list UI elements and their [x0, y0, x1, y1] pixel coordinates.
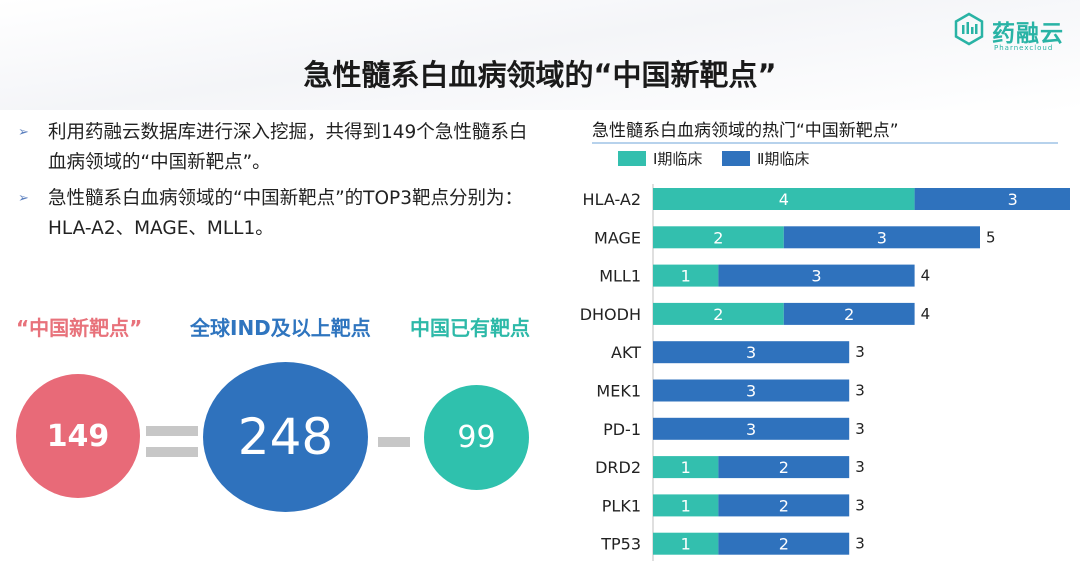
- arrow-bullet-icon: ➢: [18, 191, 29, 206]
- bar-mll1-series2: [718, 264, 915, 287]
- data-label-tp53-series1: 1: [681, 535, 691, 554]
- data-label-akt-series2: 3: [746, 343, 756, 362]
- data-label-pd-1-series2: 3: [746, 420, 756, 439]
- circle-china-existing-targets: 99: [424, 385, 529, 490]
- data-label-mage-series2: 3: [877, 228, 887, 247]
- data-label-dhodh-series1: 2: [713, 305, 723, 324]
- bullet-list: ➢ 利用药融云数据库进行深入挖掘，共得到149个急性髓系白血病领域的“中国新靶点…: [18, 118, 538, 250]
- tick-label-mage: MAGE: [594, 228, 641, 247]
- bar-hla-a2-series1: [653, 188, 915, 210]
- total-label-mage: 5: [986, 228, 996, 246]
- bar-mage-series1: [653, 226, 784, 249]
- tick-label-pd-1: PD-1: [603, 420, 641, 439]
- tick-label-hla-a2: HLA-A2: [583, 190, 641, 209]
- bar-drd2-series1: [653, 456, 719, 479]
- data-label-dhodh-series2: 2: [844, 305, 854, 324]
- data-label-mage-series1: 2: [713, 228, 723, 247]
- bullet-item: ➢ 利用药融云数据库进行深入挖掘，共得到149个急性髓系白血病领域的“中国新靶点…: [18, 118, 538, 178]
- total-label-akt: 3: [855, 343, 865, 361]
- total-label-pd-1: 3: [855, 420, 865, 438]
- tick-label-mek1: MEK1: [596, 382, 641, 401]
- legend-swatch-1: [618, 151, 646, 166]
- bar-mek1-series2: [653, 379, 850, 402]
- data-label-tp53-series2: 2: [779, 535, 789, 554]
- bar-plk1-series1: [653, 494, 719, 517]
- total-label-dhodh: 4: [921, 305, 931, 323]
- tick-label-drd2: DRD2: [595, 458, 641, 477]
- legend-label-2: Ⅱ期临床: [757, 150, 809, 168]
- total-label-plk1: 3: [855, 496, 865, 514]
- bar-tp53-series2: [718, 532, 850, 555]
- bar-plk1-series2: [718, 494, 850, 517]
- label-china-new-targets: “中国新靶点”: [16, 316, 143, 340]
- legend-swatch-2: [722, 151, 750, 166]
- bullet-text: 利用药融云数据库进行深入挖掘，共得到149个急性髓系白血病领域的“中国新靶点”。: [48, 122, 528, 173]
- bar-dhodh-series1: [653, 302, 784, 325]
- data-label-drd2-series1: 1: [681, 458, 691, 477]
- tick-label-dhodh: DHODH: [580, 305, 641, 324]
- bar-mll1-series1: [653, 264, 719, 287]
- circle-global-ind-targets: 248: [203, 362, 368, 512]
- logo-mark-icon: [954, 12, 984, 46]
- bar-drd2-series2: [718, 456, 850, 479]
- data-label-drd2-series2: 2: [779, 458, 789, 477]
- data-label-mek1-series2: 3: [746, 382, 756, 401]
- data-label-plk1-series2: 2: [779, 496, 789, 515]
- chart-title: 急性髓系白血病领域的热门“中国新靶点”: [592, 121, 899, 141]
- logo: 药融云 Pharnexcloud: [952, 10, 1077, 58]
- bar-pd-1-series2: [653, 417, 850, 440]
- bar-dhodh-series2: [783, 302, 915, 325]
- logo-text: 药融云: [992, 21, 1064, 47]
- bar-hla-a2-series2: [914, 188, 1070, 210]
- equals-sign-bottom: [146, 447, 198, 457]
- label-global-ind-targets: 全球IND及以上靶点: [190, 316, 371, 340]
- legend-label-1: Ⅰ期临床: [653, 150, 702, 168]
- tick-label-tp53: TP53: [600, 535, 641, 554]
- equals-sign-top: [146, 426, 198, 436]
- total-label-mek1: 3: [855, 382, 865, 400]
- header-background: [0, 0, 1080, 110]
- tick-label-mll1: MLL1: [599, 267, 641, 286]
- total-label-drd2: 3: [855, 458, 865, 476]
- logo-subtitle: Pharnexcloud: [994, 44, 1054, 52]
- minus-sign: [378, 437, 410, 447]
- data-label-hla-a2-series1: 4: [779, 190, 789, 209]
- bar-akt-series2: [653, 341, 850, 364]
- total-label-tp53: 3: [855, 535, 865, 553]
- arrow-bullet-icon: ➢: [18, 125, 29, 140]
- stacked-bar-chart: 急性髓系白血病领域的热门“中国新靶点”Ⅰ期临床Ⅱ期临床HLA-A2437MAGE…: [580, 121, 1070, 561]
- bullet-text: 急性髓系白血病领域的“中国新靶点”的TOP3靶点分别为：HLA-A2、MAGE、…: [48, 188, 523, 239]
- tick-label-plk1: PLK1: [602, 496, 641, 515]
- total-label-mll1: 4: [921, 267, 931, 285]
- label-china-existing-targets: 中国已有靶点: [410, 316, 530, 340]
- bar-tp53-series1: [653, 532, 719, 555]
- tick-label-akt: AKT: [611, 343, 641, 362]
- bar-mage-series2: [783, 226, 980, 249]
- circle-china-new-targets: 149: [16, 374, 140, 498]
- data-label-hla-a2-series2: 3: [1008, 190, 1018, 209]
- data-label-mll1-series2: 3: [811, 267, 821, 286]
- data-label-mll1-series1: 1: [681, 267, 691, 286]
- page-title: 急性髓系白血病领域的“中国新靶点”: [303, 58, 777, 92]
- data-label-plk1-series1: 1: [681, 496, 691, 515]
- bullet-item: ➢ 急性髓系白血病领域的“中国新靶点”的TOP3靶点分别为：HLA-A2、MAG…: [18, 184, 538, 244]
